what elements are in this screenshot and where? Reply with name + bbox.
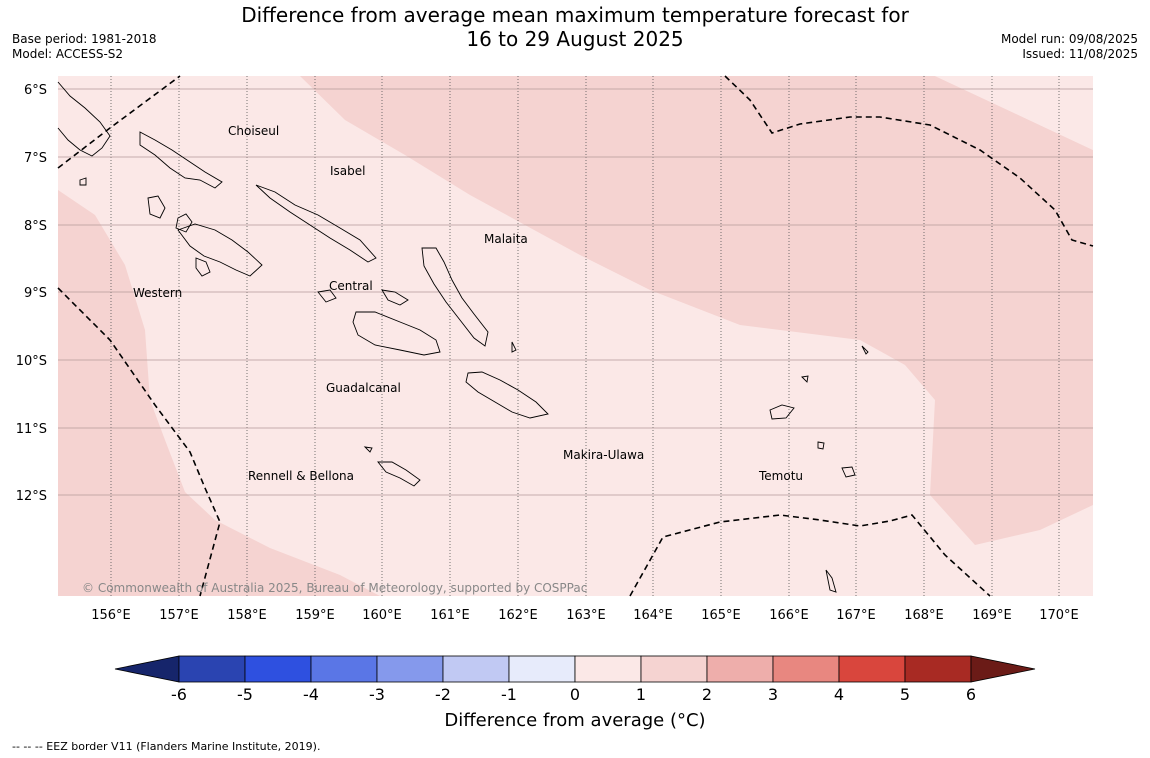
lat-label: 10°S (16, 354, 47, 369)
meta-right: Model run: 09/08/2025 Issued: 11/08/2025 (1001, 32, 1138, 62)
colorbar-tick: 6 (966, 685, 976, 704)
lon-label: 162°E (498, 608, 538, 623)
title-line-1: Difference from average mean maximum tem… (241, 3, 909, 27)
vanikoro-island (841, 466, 856, 478)
lon-label: 164°E (633, 608, 673, 623)
colorbar-tick: -3 (369, 685, 385, 704)
copyright-notice: © Commonwealth of Australia 2025, Bureau… (82, 581, 587, 595)
colorbar-tick: 0 (570, 685, 580, 704)
issued-date: Issued: 11/08/2025 (1022, 47, 1138, 61)
makira-island (465, 371, 549, 419)
province-label: Rennell & Bellona (248, 469, 354, 483)
title-line-2: 16 to 29 August 2025 (466, 27, 684, 51)
lon-label: 165°E (701, 608, 741, 623)
lon-label: 168°E (904, 608, 944, 623)
colorbar-tick: -4 (303, 685, 319, 704)
new-georgia-group (177, 223, 263, 277)
colorbar-tick: 4 (834, 685, 844, 704)
colorbar-tick: 1 (636, 685, 646, 704)
guadalcanal-island (352, 311, 441, 356)
choiseul-island (139, 131, 223, 189)
utupua-island (817, 441, 825, 450)
bellona-island (363, 446, 373, 453)
colorbar-tick: -6 (171, 685, 187, 704)
reef-islands (861, 345, 869, 355)
warm-region-northeast-corner (935, 76, 1093, 150)
province-label: Western (133, 286, 182, 300)
isabel-island (255, 184, 377, 263)
russell-islands (381, 289, 409, 306)
model-name: Model: ACCESS-S2 (12, 47, 124, 61)
ulawa-island (511, 341, 517, 353)
lon-label: 170°E (1039, 608, 1079, 623)
bougainville-island (57, 81, 111, 157)
map-title: Difference from average mean maximum tem… (0, 3, 1150, 51)
province-label: Guadalcanal (326, 381, 401, 395)
lat-label: 12°S (16, 489, 47, 504)
province-label: Choiseul (228, 124, 279, 138)
lon-label: 160°E (362, 608, 402, 623)
lon-label: 163°E (566, 608, 606, 623)
lon-label: 169°E (972, 608, 1012, 623)
lat-label: 6°S (24, 83, 47, 98)
lat-label: 11°S (16, 422, 47, 437)
colorbar-tick: 5 (900, 685, 910, 704)
province-label: Temotu (758, 469, 803, 483)
province-label: Central (329, 279, 373, 293)
lon-label: 157°E (159, 608, 199, 623)
rendova (195, 257, 211, 277)
lat-label: 9°S (24, 286, 47, 301)
shortland-islands (79, 177, 87, 186)
colorbar (114, 655, 1036, 683)
anuta-island (825, 569, 837, 593)
colorbar-tick: 2 (702, 685, 712, 704)
warm-region-north (300, 76, 1093, 545)
lat-gridlines (58, 88, 1093, 496)
lon-label: 161°E (430, 608, 470, 623)
province-label: Isabel (330, 164, 365, 178)
province-label: Makira-Ulawa (563, 448, 644, 462)
colorbar-tick: -1 (501, 685, 517, 704)
meta-left: Base period: 1981-2018 Model: ACCESS-S2 (12, 32, 157, 62)
malaita-island (421, 247, 489, 347)
colorbar-tick: -2 (435, 685, 451, 704)
lon-label: 158°E (227, 608, 267, 623)
colorbar-min-extension (114, 655, 180, 683)
lat-label: 8°S (24, 219, 47, 234)
province-label: Malaita (484, 232, 528, 246)
kolombangara (175, 213, 193, 233)
lon-label: 166°E (769, 608, 809, 623)
lat-label: 7°S (24, 151, 47, 166)
vella-lavella (147, 195, 166, 219)
islands (57, 81, 869, 593)
florida-islands (317, 289, 337, 303)
lon-label: 156°E (91, 608, 131, 623)
eez-borders (57, 75, 1094, 597)
colorbar-max-extension (970, 655, 1036, 683)
santa-cruz-island (769, 404, 795, 420)
lon-label: 159°E (295, 608, 335, 623)
base-period: Base period: 1981-2018 (12, 32, 157, 46)
warm-region-southwest (58, 190, 380, 596)
colorbar-tick: 3 (768, 685, 778, 704)
lon-label: 167°E (836, 608, 876, 623)
eez-footnote: -- -- -- EEZ border V11 (Flanders Marine… (12, 740, 321, 753)
colorbar-title: Difference from average (°C) (444, 710, 706, 731)
duff-islands (801, 375, 809, 383)
rennell-island (377, 461, 421, 487)
colorbar-tick: -5 (237, 685, 253, 704)
model-run: Model run: 09/08/2025 (1000, 32, 1138, 46)
